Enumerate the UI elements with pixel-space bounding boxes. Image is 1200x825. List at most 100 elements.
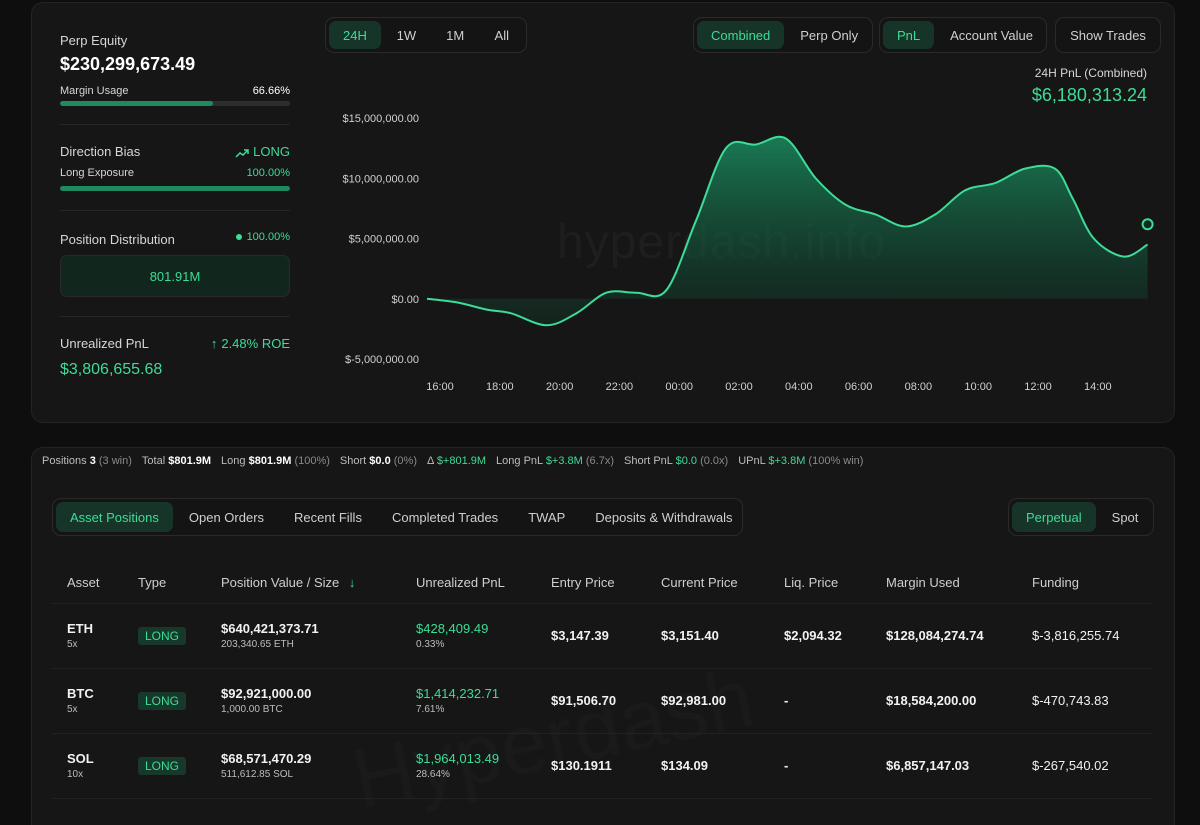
table-row[interactable]: SOL 10x LONG $68,571,470.29 511,612.85 SOL… (52, 733, 1152, 799)
timeframe-all[interactable]: All (494, 27, 509, 43)
cell-funding: $-3,816,255.74 (1017, 603, 1152, 669)
cell-current-price: $3,151.40 (646, 603, 769, 669)
stat-short-pnl-label: Short PnL (624, 455, 673, 467)
tab-asset-positions[interactable]: Asset Positions (56, 502, 173, 532)
col-liq-price[interactable]: Liq. Price (769, 563, 871, 604)
col-asset[interactable]: Asset (52, 563, 123, 604)
col-position-value[interactable]: Position Value / Size ↓ (206, 563, 401, 604)
y-tick-label: $0.00 (391, 294, 419, 306)
cell-margin-used: $6,857,147.03 (871, 733, 1017, 799)
col-type[interactable]: Type (123, 563, 206, 604)
timeframe-24h[interactable]: 24H (329, 21, 381, 49)
stat-delta-label: Δ (427, 455, 434, 467)
pnl-line (426, 135, 1149, 327)
metric-selector: PnL Account Value (879, 17, 1047, 53)
table-row[interactable]: BTC 5x LONG $92,921,000.00 1,000.00 BTC $1… (52, 668, 1152, 734)
cell-asset: SOL 10x (52, 733, 123, 799)
current-value-marker[interactable] (1141, 218, 1154, 231)
tab-open-orders[interactable]: Open Orders (188, 509, 265, 525)
col-current-price[interactable]: Current Price (646, 563, 769, 604)
upnl-pct: 0.33% (416, 639, 445, 650)
chart-header-label: 24H PnL (Combined) (1034, 66, 1147, 80)
positions-stats-bar: Positions 3 (3 win) Total $801.9M Long $… (42, 455, 863, 467)
cell-current-price: $134.09 (646, 733, 769, 799)
stat-upnl-win: (100% win) (808, 455, 864, 467)
y-tick-label: $5,000,000.00 (349, 234, 419, 246)
stat-short-pnl: Short PnL $0.0 (0.0x) (624, 455, 728, 467)
long-exposure-label: Long Exposure (60, 167, 134, 179)
col-position-value-label: Position Value / Size (221, 575, 340, 591)
upnl-value: $1,414,232.71 (416, 686, 500, 701)
table-row[interactable]: ETH 5x LONG $640,421,373.71 203,340.65 ETH… (52, 603, 1152, 669)
col-margin-used[interactable]: Margin Used (871, 563, 1017, 604)
stat-positions-count: 3 (89, 455, 96, 467)
upnl-pct: 28.64% (416, 769, 450, 780)
cell-margin-used: $128,084,274.74 (871, 603, 1017, 669)
tab-completed-trades[interactable]: Completed Trades (391, 509, 499, 525)
show-trades-button[interactable]: Show Trades (1055, 17, 1161, 53)
stat-long-pnl: Long PnL $+3.8M (6.7x) (496, 455, 614, 467)
cell-upnl: $1,964,013.49 28.64% (401, 733, 536, 799)
timeframe-1w[interactable]: 1W (396, 27, 417, 43)
cell-type: LONG (123, 733, 206, 799)
divider (60, 210, 290, 211)
unrealized-pnl-roe: ↑ 2.48% ROE (190, 336, 290, 351)
col-entry-price[interactable]: Entry Price (536, 563, 646, 604)
scope-combined[interactable]: Combined (697, 21, 785, 49)
stat-long-value: $801.9M (248, 455, 292, 467)
scope-perp-only[interactable]: Perp Only (800, 27, 859, 43)
market-spot[interactable]: Spot (1111, 509, 1139, 525)
timeframe-selector: 24H 1W 1M All (325, 17, 527, 53)
stat-long-pct: (100%) (294, 455, 330, 467)
stat-upnl: UPnL $+3.8M (100% win) (738, 455, 863, 467)
x-tick-label: 02:00 (725, 381, 753, 393)
positions-tabs: Asset Positions Open Orders Recent Fills… (52, 498, 743, 536)
market-selector: Perpetual Spot (1008, 498, 1154, 536)
cell-liq-price: $2,094.32 (769, 603, 871, 669)
cell-upnl: $428,409.49 0.33% (401, 603, 536, 669)
timeframe-1m[interactable]: 1M (446, 27, 465, 43)
long-exposure-bar-fill (60, 186, 290, 191)
market-perpetual[interactable]: Perpetual (1012, 502, 1096, 532)
upnl-pct: 7.61% (416, 704, 445, 715)
position-value: $640,421,373.71 (221, 621, 319, 636)
position-distribution-label: Position Distribution (60, 232, 175, 247)
stat-total-value: $801.9M (168, 455, 212, 467)
cell-liq-price: - (769, 668, 871, 734)
unrealized-pnl-label: Unrealized PnL (60, 336, 149, 351)
long-exposure-value: 100.00% (246, 167, 290, 179)
cell-position-value: $92,921,000.00 1,000.00 BTC (206, 668, 401, 734)
col-funding[interactable]: Funding (1017, 563, 1152, 604)
tab-recent-fills[interactable]: Recent Fills (294, 509, 362, 525)
unrealized-pnl-value: $3,806,655.68 (60, 361, 163, 378)
margin-usage-bar (60, 101, 290, 106)
type-badge: LONG (138, 626, 187, 645)
tab-deposits-withdrawals[interactable]: Deposits & Withdrawals (595, 509, 733, 525)
asset-name: ETH (67, 621, 93, 636)
metric-pnl[interactable]: PnL (883, 21, 935, 49)
direction-bias-value: LONG (200, 144, 290, 159)
stat-positions-label: Positions (42, 455, 87, 467)
stat-delta: Δ $+801.9M (427, 455, 486, 467)
cell-funding: $-267,540.02 (1017, 733, 1152, 799)
stat-total: Total $801.9M (142, 455, 211, 467)
stat-short-value: $0.0 (369, 455, 391, 467)
stat-upnl-value: $+3.8M (768, 455, 806, 467)
chart-header-value: $6,180,313.24 (1031, 85, 1147, 105)
position-distribution-pct: 100.00% (210, 231, 290, 243)
position-size: 511,612.85 SOL (221, 769, 294, 780)
arrow-down-icon: ↓ (348, 575, 356, 591)
stat-total-label: Total (141, 455, 166, 467)
y-tick-label: $10,000,000.00 (343, 173, 419, 185)
margin-usage-bar-fill (60, 101, 214, 106)
x-tick-label: 22:00 (606, 381, 634, 393)
cell-upnl: $1,414,232.71 7.61% (401, 668, 536, 734)
stat-short-label: Short (339, 455, 367, 467)
col-unrealized-pnl[interactable]: Unrealized PnL (401, 563, 536, 604)
x-tick-label: 06:00 (845, 381, 873, 393)
x-tick-label: 20:00 (546, 381, 574, 393)
tab-twap[interactable]: TWAP (528, 509, 566, 525)
metric-account-value[interactable]: Account Value (950, 27, 1034, 43)
cell-position-value: $640,421,373.71 203,340.65 ETH (206, 603, 401, 669)
position-value: $92,921,000.00 (221, 686, 312, 701)
